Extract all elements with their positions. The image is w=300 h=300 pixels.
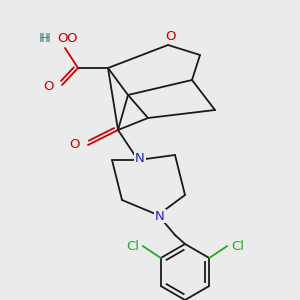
Text: O: O — [44, 80, 54, 94]
Text: O: O — [70, 139, 80, 152]
Text: Cl: Cl — [126, 239, 139, 253]
Text: Cl: Cl — [231, 239, 244, 253]
Text: O: O — [66, 32, 76, 46]
Text: O: O — [58, 32, 68, 44]
Text: N: N — [155, 209, 165, 223]
Text: H: H — [39, 32, 49, 44]
Text: O: O — [165, 31, 175, 44]
Text: N: N — [135, 152, 145, 166]
Text: H: H — [41, 32, 51, 46]
